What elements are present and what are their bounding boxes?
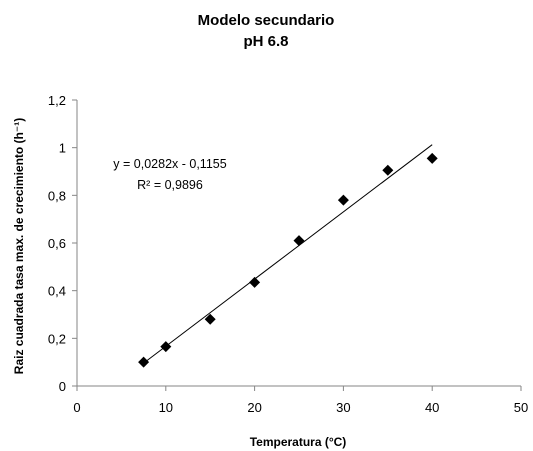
y-axis-title: Raiz cuadrada tasa max. de crecimiento (… xyxy=(12,118,26,374)
data-point xyxy=(293,235,305,247)
trendline-group xyxy=(143,144,433,364)
x-ticks: 0 10 20 30 40 50 xyxy=(73,386,528,415)
y-tick-label: 0,2 xyxy=(48,331,66,346)
x-axis-title: Temperatura (°C) xyxy=(250,435,347,449)
x-tick-label: 10 xyxy=(159,400,173,415)
y-tick-label: 0,4 xyxy=(48,284,66,299)
y-tick-label: 0,6 xyxy=(48,236,66,251)
data-points xyxy=(138,152,438,368)
data-point xyxy=(426,152,438,164)
trendline-equation: y = 0,0282x - 0,1155 xyxy=(113,157,226,171)
x-tick-label: 30 xyxy=(336,400,350,415)
y-tick-label: 1,2 xyxy=(48,93,66,108)
chart-title-line-2: pH 6.8 xyxy=(243,33,288,50)
r-squared-label: R² = 0,9896 xyxy=(137,178,203,192)
chart-title-line-1: Modelo secundario xyxy=(198,12,335,29)
x-tick-label: 50 xyxy=(514,400,528,415)
data-point xyxy=(204,313,216,325)
data-point xyxy=(249,276,261,288)
x-tick-label: 40 xyxy=(425,400,439,415)
x-tick-label: 0 xyxy=(73,400,80,415)
y-tick-label: 0 xyxy=(59,379,66,394)
y-tick-label: 0,8 xyxy=(48,188,66,203)
data-point xyxy=(337,194,349,206)
y-ticks: 0 0,2 0,4 0,6 0,8 1 1,2 xyxy=(48,93,77,394)
trendline xyxy=(143,144,433,364)
data-point xyxy=(160,341,172,353)
x-tick-label: 20 xyxy=(247,400,261,415)
data-point xyxy=(382,164,394,176)
y-tick-label: 1 xyxy=(59,141,66,156)
y-axis-title-group: Raiz cuadrada tasa max. de crecimiento (… xyxy=(12,118,26,374)
data-point xyxy=(138,356,150,368)
